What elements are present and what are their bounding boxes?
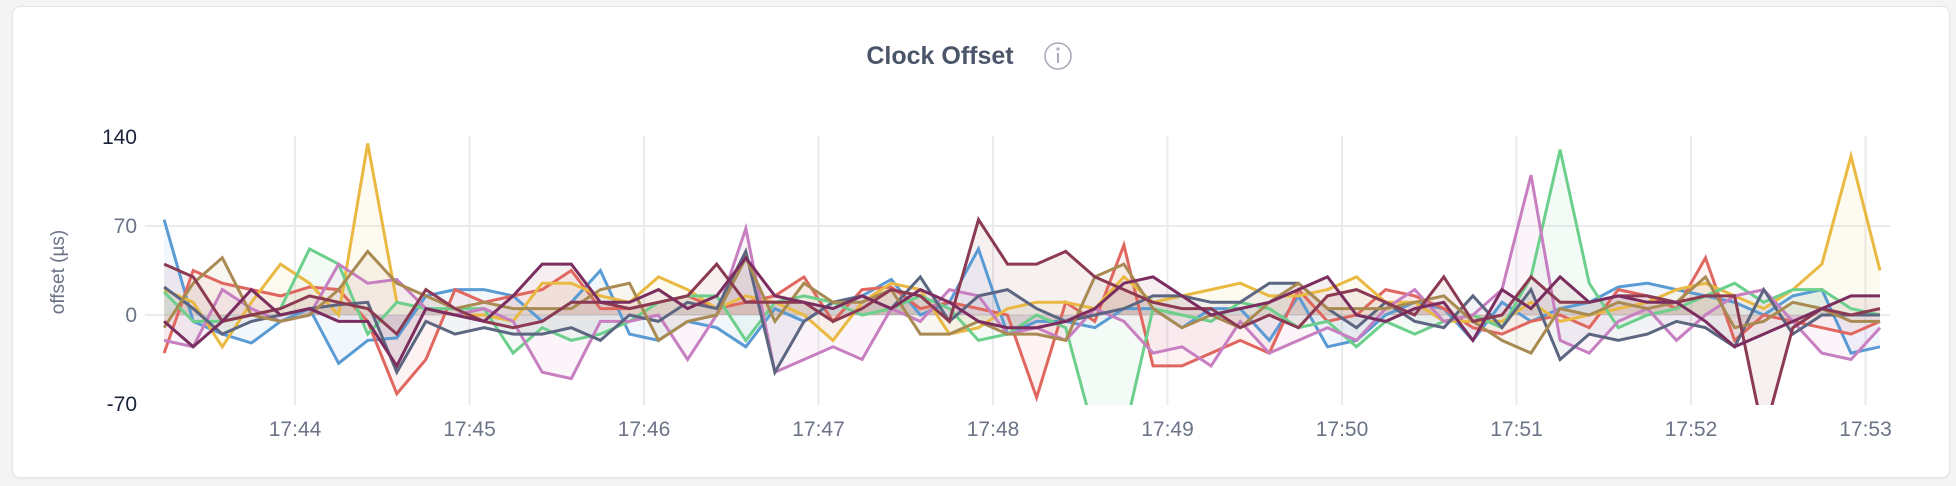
series-area-8 xyxy=(164,257,1881,366)
x-tick-label: 17:46 xyxy=(618,418,671,441)
x-tick-label: 17:47 xyxy=(792,418,845,441)
series-area-0 xyxy=(164,219,1881,364)
x-tick-label: 17:48 xyxy=(967,418,1020,441)
x-tick-label: 17:53 xyxy=(1839,418,1892,441)
y-tick-label: 140 xyxy=(102,126,137,149)
x-tick-label: 17:50 xyxy=(1316,418,1369,441)
series-area-4 xyxy=(164,175,1881,379)
y-axis-ticks: 140 70 0 -70 xyxy=(102,126,137,416)
series-area-5 xyxy=(164,251,1881,373)
info-circle-icon[interactable] xyxy=(1044,42,1072,70)
x-tick-label: 17:51 xyxy=(1490,418,1543,441)
series-line-5 xyxy=(163,247,1880,377)
series-line-3 xyxy=(163,149,1881,405)
y-tick-label: 70 xyxy=(114,215,137,238)
chart-title: Clock Offset xyxy=(866,42,1014,70)
x-axis-ticks: 17:44 17:45 17:46 17:47 17:48 17:49 17:50 17:51… xyxy=(269,418,1892,441)
series-area-1 xyxy=(164,245,1881,398)
chart-card xyxy=(12,6,1950,478)
x-tick-label: 17:44 xyxy=(269,418,322,441)
series-line-8 xyxy=(163,255,1880,369)
y-axis-label: offset (µs) xyxy=(48,230,69,315)
series-area-3 xyxy=(164,149,1880,405)
series-line-1 xyxy=(162,240,1881,403)
x-tick-label: 17:45 xyxy=(443,418,496,441)
y-tick-label: 0 xyxy=(125,304,137,327)
grid xyxy=(145,136,1890,405)
series-area-7 xyxy=(164,219,1880,405)
series-group xyxy=(162,143,1882,405)
x-tick-label: 17:52 xyxy=(1665,418,1718,441)
x-tick-label: 17:49 xyxy=(1141,418,1194,441)
y-tick-label: -70 xyxy=(107,393,137,416)
